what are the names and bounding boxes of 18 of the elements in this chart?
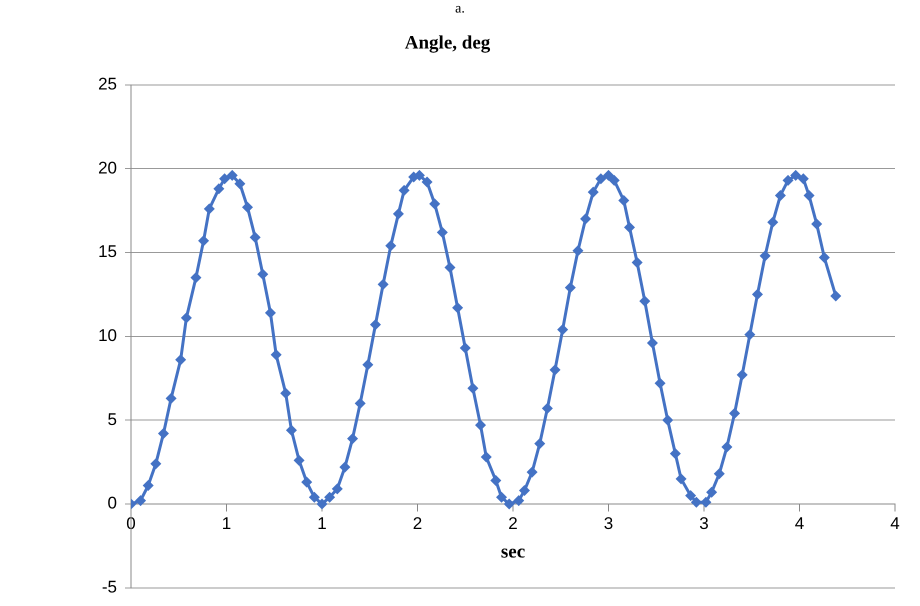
x-tick-label: 2 [508, 514, 518, 533]
y-tick-label: 5 [108, 410, 117, 429]
y-tick-label: 25 [98, 74, 117, 94]
chart-title: Angle, deg [404, 32, 491, 54]
y-tick-label: 10 [98, 326, 117, 345]
y-tick-label: 0 [108, 494, 117, 513]
text: a. [455, 2, 465, 17]
y-tick-label: 15 [98, 242, 117, 262]
y-tick-label: 20 [98, 158, 117, 178]
x-tick-label: 1 [317, 514, 327, 533]
x-tick-label: 4 [794, 514, 804, 533]
x-tick-label: 3 [699, 514, 709, 533]
x-tick-label: 1 [222, 514, 232, 533]
y-tick-label: -5 [102, 577, 117, 596]
x-tick-label: 4 [890, 514, 900, 533]
x-axis-title: sec [500, 542, 526, 563]
x-tick-label: 3 [604, 514, 614, 533]
x-tick-label: 2 [412, 514, 422, 533]
